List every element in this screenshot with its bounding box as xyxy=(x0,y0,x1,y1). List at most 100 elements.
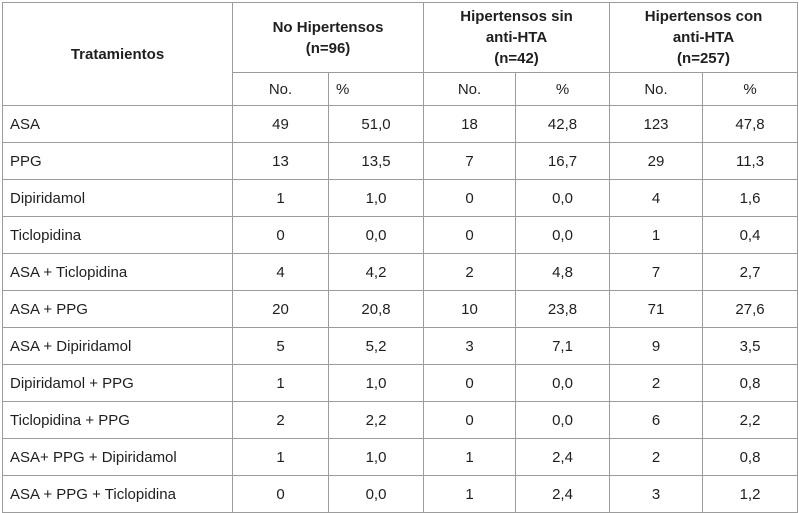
column-header-tratamientos: Tratamientos xyxy=(2,2,233,106)
hipertensos-sin-count: 18 xyxy=(423,105,517,143)
hipertensos-sin-count: 3 xyxy=(423,327,517,365)
subheader-hipertensos-con-no: No. xyxy=(609,72,704,106)
hipertensos-sin-percent: 23,8 xyxy=(515,290,611,328)
hipertensos-con-percent: 3,5 xyxy=(702,327,799,365)
hipertensos-con-percent: 2,2 xyxy=(702,401,799,439)
no-hipertensos-percent: 0,0 xyxy=(327,216,425,254)
subheader-hipertensos-con-pct: % xyxy=(702,72,799,106)
treatment-name: ASA+ PPG + Dipiridamol xyxy=(2,438,233,476)
hipertensos-sin-percent: 42,8 xyxy=(515,105,611,143)
hipertensos-sin-count: 1 xyxy=(423,475,517,513)
group-header-no-hipertensos: No Hipertensos (n=96) xyxy=(231,2,425,73)
no-hipertensos-count: 1 xyxy=(232,179,329,217)
hipertensos-con-count: 2 xyxy=(609,438,704,476)
group-header-row: Tratamientos No Hipertensos (n=96) Hiper… xyxy=(2,2,799,106)
no-hipertensos-count: 0 xyxy=(232,475,329,513)
no-hipertensos-percent: 4,2 xyxy=(327,253,425,291)
table-row: ASA + Ticlopidina 4 4,2 2 4,8 7 2,7 xyxy=(2,253,799,291)
no-hipertensos-percent: 13,5 xyxy=(327,142,425,180)
subheader-hipertensos-sin-no: No. xyxy=(423,72,517,106)
hipertensos-con-percent: 1,6 xyxy=(702,179,799,217)
subheader-no-hipertensos-pct: % xyxy=(327,72,425,106)
hipertensos-sin-count: 10 xyxy=(423,290,517,328)
hipertensos-sin-percent: 7,1 xyxy=(515,327,611,365)
table-row: ASA+ PPG + Dipiridamol 1 1,0 1 2,4 2 0,8 xyxy=(2,438,799,476)
no-hipertensos-count: 20 xyxy=(232,290,329,328)
treatment-name: Dipiridamol xyxy=(2,179,233,217)
no-hipertensos-percent: 1,0 xyxy=(327,364,425,402)
no-hipertensos-count: 5 xyxy=(232,327,329,365)
hipertensos-con-count: 123 xyxy=(609,105,704,143)
no-hipertensos-percent: 20,8 xyxy=(327,290,425,328)
no-hipertensos-count: 1 xyxy=(232,438,329,476)
hipertensos-con-percent: 47,8 xyxy=(702,105,799,143)
treatment-name: Ticlopidina + PPG xyxy=(2,401,233,439)
group-header-hipertensos-sin-anti-hta: Hipertensos sin anti-HTA (n=42) xyxy=(423,2,611,73)
no-hipertensos-percent: 5,2 xyxy=(327,327,425,365)
hipertensos-sin-count: 0 xyxy=(423,216,517,254)
no-hipertensos-count: 13 xyxy=(232,142,329,180)
no-hipertensos-percent: 1,0 xyxy=(327,179,425,217)
hipertensos-sin-percent: 2,4 xyxy=(515,475,611,513)
hipertensos-con-count: 6 xyxy=(609,401,704,439)
no-hipertensos-percent: 0,0 xyxy=(327,475,425,513)
table-row: Dipiridamol 1 1,0 0 0,0 4 1,6 xyxy=(2,179,799,217)
subheader-no-hipertensos-no: No. xyxy=(232,72,329,106)
treatment-name: ASA xyxy=(2,105,233,143)
hipertensos-sin-percent: 0,0 xyxy=(515,179,611,217)
table-row: ASA + PPG 20 20,8 10 23,8 71 27,6 xyxy=(2,290,799,328)
hipertensos-sin-count: 2 xyxy=(423,253,517,291)
sub-header-row: No. % No. % No. % xyxy=(3,72,799,106)
hipertensos-con-count: 9 xyxy=(609,327,704,365)
table-row: ASA + PPG + Ticlopidina 0 0,0 1 2,4 3 1,… xyxy=(2,475,799,513)
treatment-name: ASA + PPG xyxy=(2,290,233,328)
hipertensos-con-count: 7 xyxy=(609,253,704,291)
subheader-hipertensos-sin-pct: % xyxy=(515,72,611,106)
hipertensos-con-percent: 1,2 xyxy=(702,475,799,513)
hipertensos-sin-percent: 2,4 xyxy=(515,438,611,476)
hipertensos-sin-count: 7 xyxy=(423,142,517,180)
no-hipertensos-count: 0 xyxy=(232,216,329,254)
hipertensos-sin-percent: 0,0 xyxy=(515,216,611,254)
treatment-name: ASA + Dipiridamol xyxy=(2,327,233,365)
hipertensos-con-count: 4 xyxy=(609,179,704,217)
no-hipertensos-percent: 2,2 xyxy=(327,401,425,439)
hipertensos-con-count: 71 xyxy=(609,290,704,328)
hipertensos-sin-count: 0 xyxy=(423,364,517,402)
no-hipertensos-percent: 1,0 xyxy=(327,438,425,476)
no-hipertensos-count: 2 xyxy=(232,401,329,439)
hipertensos-con-percent: 27,6 xyxy=(702,290,799,328)
treatment-name: PPG xyxy=(2,142,233,180)
table-row: Dipiridamol + PPG 1 1,0 0 0,0 2 0,8 xyxy=(2,364,799,402)
hipertensos-sin-percent: 16,7 xyxy=(515,142,611,180)
table-row: PPG 13 13,5 7 16,7 29 11,3 xyxy=(2,142,799,180)
table-row: Ticlopidina + PPG 2 2,2 0 0,0 6 2,2 xyxy=(2,401,799,439)
no-hipertensos-percent: 51,0 xyxy=(327,105,425,143)
hipertensos-con-percent: 0,8 xyxy=(702,364,799,402)
hipertensos-sin-count: 1 xyxy=(423,438,517,476)
hipertensos-sin-percent: 0,0 xyxy=(515,401,611,439)
treatment-name: Dipiridamol + PPG xyxy=(2,364,233,402)
table-row: ASA 49 51,0 18 42,8 123 47,8 xyxy=(2,105,799,143)
no-hipertensos-count: 1 xyxy=(232,364,329,402)
table-row: Ticlopidina 0 0,0 0 0,0 1 0,4 xyxy=(2,216,799,254)
hipertensos-con-percent: 2,7 xyxy=(702,253,799,291)
group-header-hipertensos-con-anti-hta: Hipertensos con anti-HTA (n=257) xyxy=(609,2,799,73)
treatment-name: Ticlopidina xyxy=(2,216,233,254)
no-hipertensos-count: 49 xyxy=(232,105,329,143)
treatment-rows: ASA 49 51,0 18 42,8 123 47,8 PPG 13 13,5… xyxy=(2,105,799,513)
hipertensos-con-count: 1 xyxy=(609,216,704,254)
hipertensos-con-count: 29 xyxy=(609,142,704,180)
hipertensos-sin-percent: 4,8 xyxy=(515,253,611,291)
hipertensos-sin-percent: 0,0 xyxy=(515,364,611,402)
hipertensos-con-percent: 0,4 xyxy=(702,216,799,254)
treatment-name: ASA + PPG + Ticlopidina xyxy=(2,475,233,513)
hipertensos-sin-count: 0 xyxy=(423,401,517,439)
hipertensos-con-count: 3 xyxy=(609,475,704,513)
hipertensos-sin-count: 0 xyxy=(423,179,517,217)
hipertensos-con-count: 2 xyxy=(609,364,704,402)
hipertensos-con-percent: 0,8 xyxy=(702,438,799,476)
hipertensos-con-percent: 11,3 xyxy=(702,142,799,180)
treatment-name: ASA + Ticlopidina xyxy=(2,253,233,291)
